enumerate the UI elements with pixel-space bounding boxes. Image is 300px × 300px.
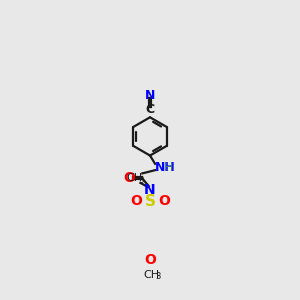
Text: N: N [144,183,156,197]
Text: S: S [145,194,155,209]
Text: CH: CH [144,270,160,280]
Text: 3: 3 [138,176,144,185]
Text: C: C [146,103,154,116]
Text: CH: CH [127,173,143,184]
Text: N: N [145,88,155,101]
Text: H: H [164,161,173,174]
Text: O: O [124,171,136,185]
Text: O: O [130,194,142,208]
Text: 3: 3 [156,272,161,281]
Text: O: O [158,194,170,208]
Text: NH: NH [155,161,176,174]
Text: O: O [144,253,156,267]
